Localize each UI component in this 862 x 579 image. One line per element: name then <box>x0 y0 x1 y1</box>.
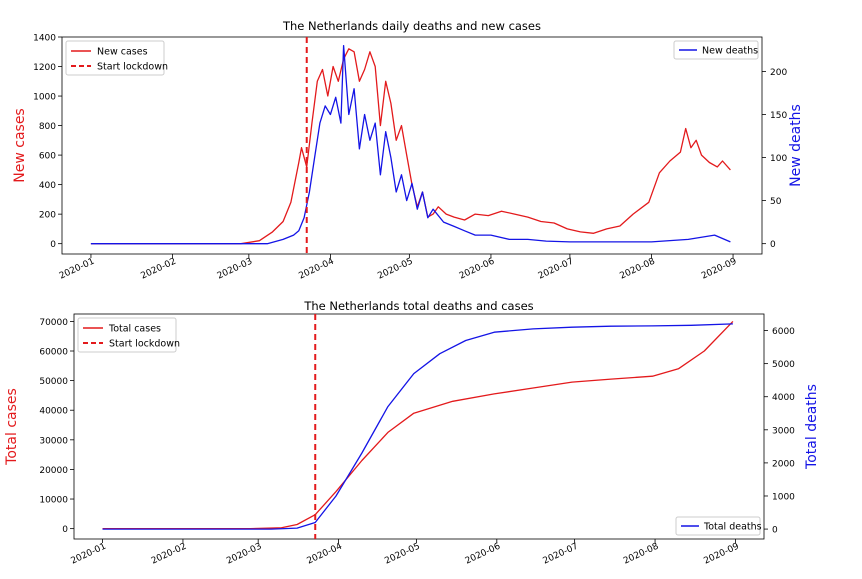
y-left-tick-label: 800 <box>39 122 56 132</box>
y-left-tick-label: 0 <box>62 525 68 535</box>
x-tick-label: 2020-08 <box>618 257 657 282</box>
legend-label-deaths: New deaths <box>702 46 758 57</box>
y-left-tick-label: 20000 <box>39 466 68 476</box>
y-left-tick-label: 200 <box>39 211 56 221</box>
x-tick-label: 2020-02 <box>139 257 177 282</box>
chart-panel-1: The Netherlands daily deaths and new cas… <box>12 19 804 282</box>
plot-frame <box>61 36 763 255</box>
y-left-axis-label: New cases <box>12 108 28 182</box>
chart-title: The Netherlands daily deaths and new cas… <box>282 19 541 33</box>
y-left-tick-label: 50000 <box>39 377 68 387</box>
y-right-tick-label: 0 <box>770 240 776 250</box>
y-left-tick-label: 30000 <box>39 436 68 446</box>
y-left-tick-label: 400 <box>39 181 56 191</box>
legend-right-box <box>673 40 759 60</box>
y-left-tick-label: 1200 <box>33 63 56 73</box>
x-tick-label: 2020-03 <box>216 257 254 282</box>
series-line-2 <box>90 44 731 245</box>
y-right-tick-label: 4000 <box>772 393 795 403</box>
y-left-tick-label: 60000 <box>39 348 68 358</box>
y-left-axis-label: Total cases <box>4 388 20 466</box>
series-line-1 <box>102 320 734 530</box>
y-left-tick-label: 70000 <box>39 318 68 328</box>
y-left-tick-label: 600 <box>39 152 56 162</box>
x-tick-label: 2020-01 <box>69 542 107 567</box>
x-tick-label: 2020-08 <box>622 542 661 567</box>
y-left-tick-label: 40000 <box>39 407 68 417</box>
legend-label-cases: New cases <box>97 47 148 58</box>
x-tick-label: 2020-05 <box>383 542 421 567</box>
y-right-tick-label: 1000 <box>772 492 795 502</box>
x-tick-label: 2020-06 <box>464 542 503 567</box>
y-left-tick-label: 1400 <box>33 34 56 44</box>
y-right-tick-label: 200 <box>770 68 787 78</box>
x-tick-label: 2020-09 <box>702 542 741 567</box>
x-tick-label: 2020-05 <box>376 257 414 282</box>
x-tick-label: 2020-01 <box>58 257 96 282</box>
y-right-tick-label: 150 <box>770 111 787 121</box>
legend-right-box <box>675 516 761 536</box>
y-left-tick-label: 1000 <box>33 93 56 103</box>
y-right-tick-label: 2000 <box>772 459 795 469</box>
chart-panel-2: The Netherlands total deaths and cases 20… <box>4 299 820 567</box>
y-left-tick-label: 0 <box>50 240 56 250</box>
plot-frame <box>73 313 765 540</box>
x-tick-label: 2020-07 <box>537 257 575 282</box>
series-line-1 <box>90 48 731 245</box>
x-tick-label: 2020-07 <box>542 542 580 567</box>
legend-label-cases: Total cases <box>108 324 161 335</box>
legend-label-lockdown: Start lockdown <box>109 339 180 350</box>
y-right-tick-label: 50 <box>770 197 782 207</box>
x-tick-label: 2020-09 <box>700 257 739 282</box>
x-tick-label: 2020-06 <box>458 257 497 282</box>
y-right-axis-label: Total deaths <box>804 384 820 470</box>
x-tick-label: 2020-04 <box>306 542 345 567</box>
y-right-tick-label: 100 <box>770 154 787 164</box>
x-tick-label: 2020-04 <box>297 257 336 282</box>
series-line-2 <box>102 323 733 530</box>
x-tick-label: 2020-02 <box>150 542 188 567</box>
x-tick-label: 2020-03 <box>225 542 263 567</box>
y-right-tick-label: 0 <box>772 526 778 536</box>
y-right-axis-label: New deaths <box>788 104 804 187</box>
legend-label-deaths: Total deaths <box>703 522 762 533</box>
legend-label-lockdown: Start lockdown <box>97 62 168 73</box>
y-right-tick-label: 6000 <box>772 327 795 337</box>
y-right-tick-label: 3000 <box>772 426 795 436</box>
chart-title: The Netherlands total deaths and cases <box>303 299 533 313</box>
y-left-tick-label: 10000 <box>39 496 68 506</box>
y-right-tick-label: 5000 <box>772 360 795 370</box>
